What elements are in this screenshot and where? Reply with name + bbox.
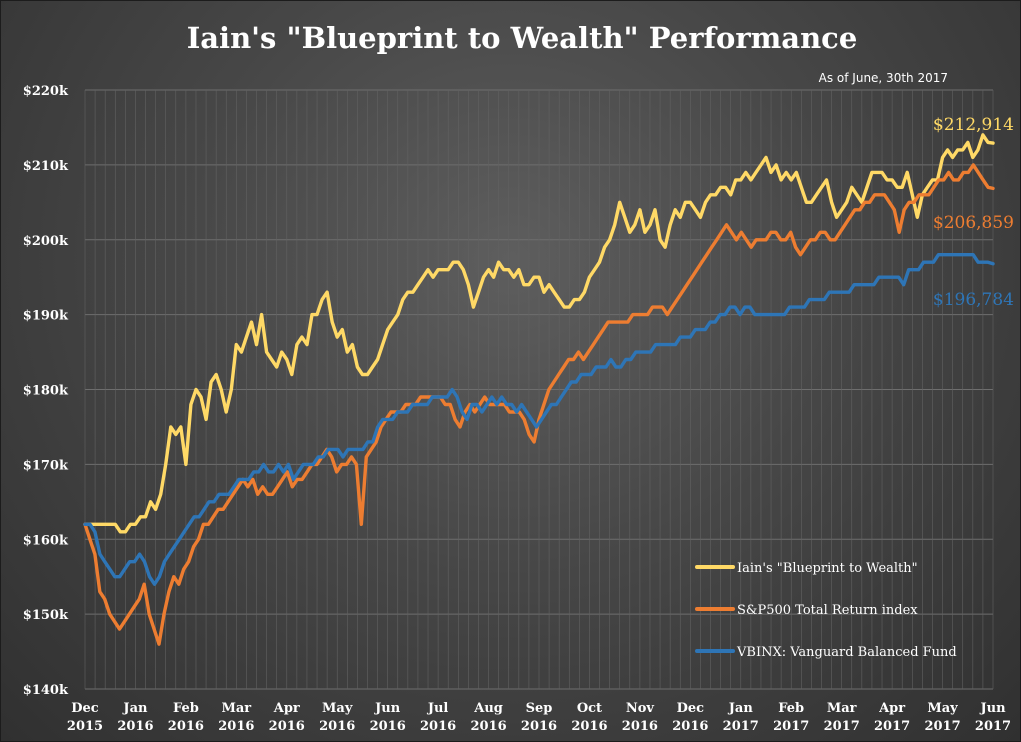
x-tick-month: Jun <box>979 701 1006 716</box>
y-tick-label: $180k <box>23 384 69 399</box>
x-tick-month: May <box>927 701 958 716</box>
x-axis: Dec 2015 Jan 2016 Feb 2016 Mar 2016 Apr 2016 May 20… <box>67 701 1011 734</box>
end-value-labels: $212,914 $206,859 $196,784 <box>933 115 1014 310</box>
x-tick-year: 2016 <box>319 719 355 734</box>
x-tick-month: Mar <box>827 701 857 716</box>
x-tick-year: 2016 <box>269 719 305 734</box>
x-tick-month: Feb <box>173 701 199 716</box>
x-tick-year: 2016 <box>168 719 204 734</box>
x-tick-year: 2016 <box>370 719 406 734</box>
legend-label-2: VBINX: Vanguard Balanced Fund <box>736 645 957 660</box>
series-line-2 <box>83 252 995 586</box>
x-tick-month: Oct <box>577 701 602 716</box>
y-tick-label: $150k <box>23 608 69 623</box>
x-tick-month: Sep <box>526 701 553 716</box>
legend-label-0: Iain's "Blueprint to Wealth" <box>737 561 918 576</box>
y-tick-label: $200k <box>23 234 69 249</box>
x-tick-month: May <box>322 701 353 716</box>
y-tick-label: $210k <box>23 159 69 174</box>
x-tick-month: Jan <box>122 701 148 716</box>
series-lines <box>83 133 995 646</box>
x-tick-year: 2017 <box>924 719 960 734</box>
y-tick-label: $220k <box>23 84 69 99</box>
x-tick-month: Feb <box>778 701 804 716</box>
x-tick-year: 2017 <box>874 719 910 734</box>
y-tick-label: $160k <box>23 533 69 548</box>
x-tick-month: Jun <box>374 701 401 716</box>
end-value-label-1: $206,859 <box>933 213 1014 233</box>
legend-label-1: S&P500 Total Return index <box>737 603 918 618</box>
x-tick-year: 2016 <box>420 719 456 734</box>
x-tick-year: 2017 <box>723 719 759 734</box>
y-tick-label: $170k <box>23 458 69 473</box>
x-tick-year: 2016 <box>470 719 506 734</box>
x-tick-month: Apr <box>878 701 905 716</box>
x-tick-month: Jan <box>728 701 754 716</box>
x-tick-year: 2017 <box>824 719 860 734</box>
series-line-0 <box>83 133 995 534</box>
legend: Iain's "Blueprint to Wealth" S&P500 Total… <box>695 561 957 660</box>
y-tick-label: $140k <box>23 683 69 698</box>
x-tick-year: 2017 <box>975 719 1011 734</box>
x-tick-year: 2016 <box>521 719 557 734</box>
x-tick-year: 2016 <box>571 719 607 734</box>
series-line-1 <box>83 163 995 646</box>
end-value-label-2: $196,784 <box>933 290 1014 310</box>
x-tick-year: 2016 <box>218 719 254 734</box>
x-tick-year: 2017 <box>773 719 809 734</box>
as-of-annotation: As of June, 30th 2017 <box>819 71 948 85</box>
x-tick-month: Mar <box>221 701 251 716</box>
x-tick-month: Dec <box>71 701 99 716</box>
y-tick-label: $190k <box>23 309 69 324</box>
chart-title: Iain's "Blueprint to Wealth" Performance <box>187 21 858 55</box>
x-tick-month: Apr <box>273 701 300 716</box>
y-axis: $140k $150k $160k $170k $180k $190k $200k $210k… <box>23 84 69 698</box>
x-tick-month: Dec <box>677 701 705 716</box>
x-tick-year: 2016 <box>672 719 708 734</box>
x-tick-month: Jul <box>427 701 449 716</box>
x-tick-year: 2016 <box>117 719 153 734</box>
x-tick-month: Aug <box>473 701 503 716</box>
x-tick-month: Nov <box>626 701 655 716</box>
x-tick-year: 2015 <box>67 719 103 734</box>
x-tick-year: 2016 <box>622 719 658 734</box>
end-value-label-0: $212,914 <box>933 115 1014 135</box>
